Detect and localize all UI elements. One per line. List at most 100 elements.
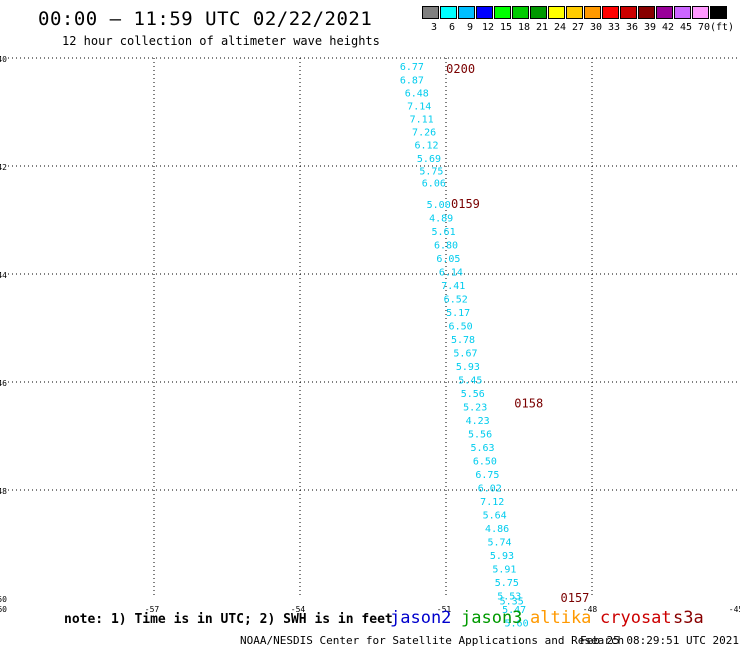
scale-label: 3 bbox=[430, 22, 438, 33]
wave-height-point: 6.50 bbox=[473, 456, 497, 467]
time-label: 0200 bbox=[446, 62, 475, 76]
scale-swatch bbox=[548, 6, 565, 19]
y-tick-label: -44 bbox=[0, 271, 7, 280]
wave-height-point: 5.56 bbox=[468, 429, 492, 440]
scale-label: 27 bbox=[571, 22, 585, 33]
wave-height-point: 5.56 bbox=[461, 389, 485, 400]
scale-label: 18 bbox=[517, 22, 531, 33]
wave-height-point: 6.87 bbox=[400, 76, 424, 87]
scale-swatch bbox=[530, 6, 547, 19]
scale-swatch bbox=[476, 6, 493, 19]
scale-swatch bbox=[638, 6, 655, 19]
scale-label: (ft) bbox=[709, 22, 735, 33]
wave-height-point: 5.75 bbox=[495, 578, 519, 589]
chart-subtitle: 12 hour collection of altimeter wave hei… bbox=[62, 34, 380, 48]
scale-swatch bbox=[692, 6, 709, 19]
scale-swatch bbox=[656, 6, 673, 19]
wave-height-point: 6.02 bbox=[478, 483, 502, 494]
wave-height-point: 5.47 bbox=[502, 605, 526, 616]
x-tick-label: -45 bbox=[729, 605, 740, 614]
wave-height-point: 5.67 bbox=[453, 348, 477, 359]
y-tick-label: -48 bbox=[0, 487, 7, 496]
time-label: 0158 bbox=[514, 397, 543, 411]
scale-swatch bbox=[566, 6, 583, 19]
wave-height-point: 4.23 bbox=[466, 416, 490, 427]
scale-label: 15 bbox=[499, 22, 513, 33]
wave-height-point: 4.86 bbox=[485, 524, 509, 535]
wave-height-point: 5.74 bbox=[487, 537, 511, 548]
scale-label: 9 bbox=[466, 22, 474, 33]
scale-swatch bbox=[674, 6, 691, 19]
wave-height-point: 6.77 bbox=[400, 62, 424, 73]
wave-height-point: 7.26 bbox=[412, 127, 436, 138]
wave-height-point: 6.05 bbox=[436, 254, 460, 265]
time-label: 0157 bbox=[561, 591, 590, 605]
x-tick-label: -48 bbox=[583, 605, 598, 614]
y-tick-label: -60 bbox=[0, 605, 7, 614]
wave-height-point: 6.14 bbox=[439, 267, 463, 278]
scale-label: 39 bbox=[643, 22, 657, 33]
x-tick-label: -51 bbox=[437, 605, 452, 614]
scale-swatch bbox=[422, 6, 439, 19]
x-tick-label: -57 bbox=[145, 605, 160, 614]
chart-title: 00:00 – 11:59 UTC 02/22/2021 bbox=[38, 8, 373, 30]
wave-height-point: 5.93 bbox=[456, 362, 480, 373]
scale-swatch bbox=[512, 6, 529, 19]
time-label: 0159 bbox=[451, 197, 480, 211]
wave-height-point: 6.75 bbox=[475, 470, 499, 481]
satellite-label-cryosat: cryosat bbox=[600, 608, 672, 628]
wave-height-point: 5.23 bbox=[463, 402, 487, 413]
wave-height-point: 6.12 bbox=[414, 140, 438, 151]
scale-swatch bbox=[494, 6, 511, 19]
wave-height-point: 6.52 bbox=[444, 294, 468, 305]
wave-height-point: 5.75 bbox=[419, 166, 443, 177]
wave-height-point: 5.60 bbox=[505, 618, 529, 629]
wave-height-point: 5.00 bbox=[427, 200, 451, 211]
y-tick-label: -42 bbox=[0, 163, 7, 172]
scale-label: 45 bbox=[679, 22, 693, 33]
scale-swatch bbox=[584, 6, 601, 19]
wave-height-point: 7.14 bbox=[407, 102, 431, 113]
scale-swatch bbox=[458, 6, 475, 19]
credit-line: NOAA/NESDIS Center for Satellite Applica… bbox=[240, 634, 625, 647]
scale-swatch bbox=[620, 6, 637, 19]
y-tick-label: -50 bbox=[0, 595, 7, 604]
scale-label: 33 bbox=[607, 22, 621, 33]
wave-height-point: 6.48 bbox=[405, 89, 429, 100]
scale-label: 12 bbox=[481, 22, 495, 33]
wave-height-point: 6.80 bbox=[434, 240, 458, 251]
satellite-label-jason3: jason3 bbox=[461, 608, 523, 628]
wave-height-point: 6.50 bbox=[449, 321, 473, 332]
generated-timestamp: Feb 25 08:29:51 UTC 2021 bbox=[580, 634, 739, 647]
scale-swatch bbox=[710, 6, 727, 19]
wave-height-point: 5.17 bbox=[446, 308, 470, 319]
scale-label: 6 bbox=[448, 22, 456, 33]
wave-height-point: 5.35 bbox=[500, 597, 524, 608]
wave-height-point: 5.91 bbox=[492, 564, 516, 575]
footer-note: note: 1) Time is in UTC; 2) SWH is in fe… bbox=[64, 612, 393, 627]
y-tick-label: -46 bbox=[0, 379, 7, 388]
scale-label: 42 bbox=[661, 22, 675, 33]
x-tick-label: -54 bbox=[291, 605, 306, 614]
wave-height-point: 7.11 bbox=[410, 114, 434, 125]
satellite-label-altika: altika bbox=[530, 608, 592, 628]
satellite-label-s3a: s3a bbox=[673, 608, 704, 628]
wave-height-point: 5.45 bbox=[458, 375, 482, 386]
wave-height-point: 5.69 bbox=[417, 154, 441, 165]
wave-height-point: 5.64 bbox=[483, 510, 507, 521]
scale-swatch bbox=[602, 6, 619, 19]
wave-height-point: 4.89 bbox=[429, 213, 453, 224]
wave-height-point: 7.12 bbox=[480, 497, 504, 508]
wave-height-point: 5.63 bbox=[470, 443, 494, 454]
wave-height-point: 5.61 bbox=[432, 227, 456, 238]
wave-height-point: 5.53 bbox=[497, 591, 521, 602]
scale-label: 24 bbox=[553, 22, 567, 33]
wave-height-point: 5.78 bbox=[451, 335, 475, 346]
scale-label: 30 bbox=[589, 22, 603, 33]
satellite-label-jason2: jason2 bbox=[390, 608, 452, 628]
scale-label: 70 bbox=[697, 22, 711, 33]
wave-height-point: 5.93 bbox=[490, 551, 514, 562]
y-tick-label: -40 bbox=[0, 55, 7, 64]
scale-label: 36 bbox=[625, 22, 639, 33]
wave-height-point: 6.06 bbox=[422, 179, 446, 190]
